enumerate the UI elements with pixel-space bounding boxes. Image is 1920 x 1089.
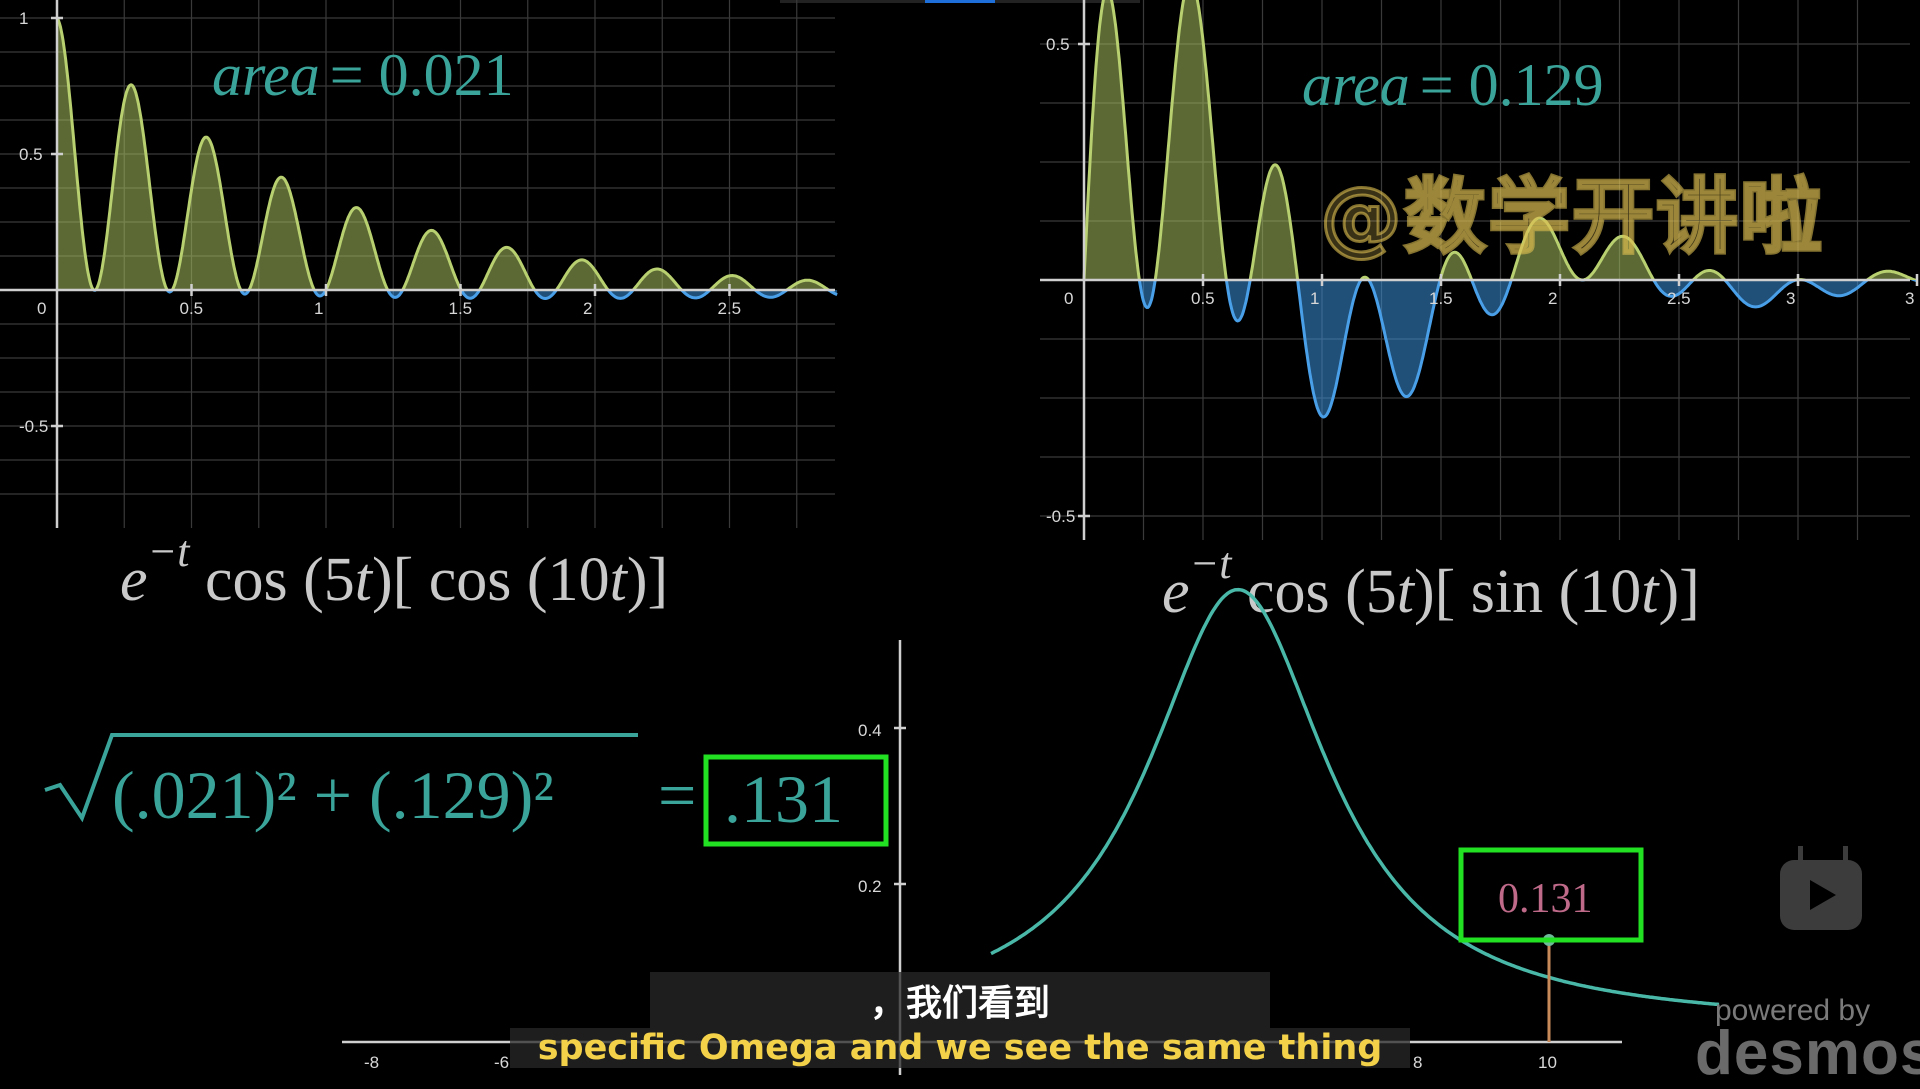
graph2: 0.5 1 1.5 2 2.5 3 3 0.5 -0.5 0 area = 0.129 e−t co… xyxy=(1040,0,1919,626)
graph2-curve xyxy=(1082,0,1918,280)
y-tick-label: 0.5 xyxy=(1046,35,1070,54)
graph3-y-tick-label: 0.2 xyxy=(858,877,882,896)
y-tick-label: 1 xyxy=(19,9,28,28)
graph3-x-tick-label: 8 xyxy=(1413,1053,1422,1072)
x-tick-label: 0.5 xyxy=(180,299,204,318)
graph1-formula: e−t cos (5t)[ cos (10t)] xyxy=(120,527,668,614)
graph3-x-tick-label: -8 xyxy=(364,1053,379,1072)
result-box xyxy=(703,754,889,847)
x-tick-label: 2 xyxy=(1548,289,1557,308)
sqrt-expression: (.021)² + (.129)² xyxy=(112,757,554,833)
subtitle-english: specific Omega and we see the same thing xyxy=(0,1028,1920,1068)
x-tick-label: 3 xyxy=(1786,289,1795,308)
y-tick-label: 0.5 xyxy=(19,145,43,164)
x-tick-label: 1.5 xyxy=(1429,289,1453,308)
powered-by-label: powered by xyxy=(1715,994,1871,1027)
graph3-magnitude-curve xyxy=(990,587,1720,1007)
y-tick-label: -0.5 xyxy=(1046,507,1075,526)
equals-sign: = xyxy=(658,757,696,833)
desmos-logo: desmos xyxy=(1695,1019,1920,1088)
graph2-area-label: area = 0.129 xyxy=(1302,52,1604,118)
video-progress-indicator xyxy=(780,0,1140,3)
graph2-formula: e−t cos (5t)[ sin (10t)] xyxy=(1162,539,1700,626)
x-tick-label: 2.5 xyxy=(1667,289,1691,308)
origin-label: 0 xyxy=(1064,289,1073,308)
graph1-area-label: area = 0.021 xyxy=(212,42,514,108)
graph1: 0.5 1 1.5 2 2.5 1 0.5 -0.5 0 area = 0.021 e−t cos… xyxy=(0,0,838,614)
x-tick-label: 1.5 xyxy=(449,299,473,318)
x-tick-label: 1 xyxy=(314,299,323,318)
x-tick-label: 3 xyxy=(1905,289,1914,308)
curve-negative-part xyxy=(91,290,838,300)
graph3-value: 0.131 xyxy=(1498,876,1593,922)
graph3-value-box xyxy=(1458,847,1644,943)
curve-negative-part xyxy=(1084,280,1918,419)
x-tick-label: 0.5 xyxy=(1191,289,1215,308)
graph1-curve xyxy=(55,17,832,290)
subtitle-chinese: ，我们看到 xyxy=(0,972,1920,1028)
y-tick-label: -0.5 xyxy=(19,417,48,436)
x-tick-label: 2.5 xyxy=(718,299,742,318)
graph3-x-tick-label: 10 xyxy=(1538,1053,1557,1072)
graph2-area-fill xyxy=(1084,0,1917,280)
result-value: .131 xyxy=(724,761,843,837)
x-tick-label: 1 xyxy=(1310,289,1319,308)
graph3-y-tick-label: 0.4 xyxy=(858,721,882,740)
graph3-x-tick-label: -6 xyxy=(494,1053,509,1072)
watermark: @数学开讲啦 xyxy=(1318,169,1825,267)
play-logo-icon xyxy=(1780,860,1862,930)
origin-label: 0 xyxy=(37,299,46,318)
x-tick-label: 2 xyxy=(583,299,592,318)
sqrt-symbol xyxy=(44,733,638,823)
magnitude-formula: (.021)² + (.129)² = .131 xyxy=(44,733,889,847)
